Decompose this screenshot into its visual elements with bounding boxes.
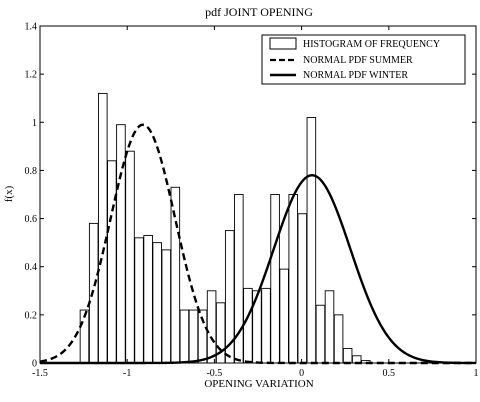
y-tick-label: 0.2 — [25, 310, 38, 321]
y-tick-label: 0.8 — [25, 166, 38, 177]
histogram-bar — [188, 309, 199, 364]
y-tick-label: 1.4 — [25, 22, 38, 33]
histogram-bar — [270, 194, 280, 364]
y-tick-label: 0 — [32, 359, 37, 370]
y-tick-label: 1 — [32, 118, 37, 129]
legend-label-winter: NORMAL PDF WINTER — [303, 70, 408, 81]
histogram-bar — [206, 290, 217, 364]
x-tick-label: -1.5 — [32, 368, 48, 379]
x-axis-label: OPENING VARIATION — [204, 378, 313, 390]
histogram-bar — [342, 348, 353, 364]
histogram-bar — [179, 309, 190, 364]
x-axis-ticks: -1.5 -1 -0.5 0 0.5 1 — [32, 26, 479, 379]
histogram-bar — [170, 186, 181, 364]
histogram-bar — [288, 194, 298, 364]
y-tick-label: 0.4 — [25, 262, 38, 273]
y-tick-label: 1.2 — [25, 70, 38, 81]
histogram-bar — [98, 92, 108, 364]
x-tick-label: 0 — [299, 368, 304, 379]
x-tick-label: -1 — [123, 368, 131, 379]
histogram-bar — [324, 290, 335, 364]
histogram-bar — [134, 237, 144, 364]
y-axis-ticks: 0 0.2 0.4 0.6 0.8 1 1.2 1.4 — [25, 22, 476, 370]
histogram-bar — [297, 213, 308, 364]
histogram-bar — [143, 234, 153, 364]
histogram-bar — [279, 268, 289, 364]
histogram-bar — [79, 309, 90, 364]
x-tick-label: 1 — [474, 368, 479, 379]
histogram-bar — [107, 160, 117, 364]
legend-label-histogram: HISTOGRAM OF FREQUENCY — [303, 39, 440, 50]
histogram-bar — [152, 242, 162, 364]
histogram-bar — [243, 287, 253, 364]
chart-title: pdf JOINT OPENING — [205, 5, 313, 19]
x-tick-label: -0.5 — [206, 368, 222, 379]
histogram-bar — [333, 314, 344, 364]
histogram-bar — [315, 304, 326, 364]
histogram-bar — [88, 222, 99, 364]
y-axis-label: f(x) — [3, 185, 15, 202]
x-tick-label: 0.5 — [383, 368, 396, 379]
legend-swatch-histogram — [269, 37, 297, 50]
legend: HISTOGRAM OF FREQUENCY NORMAL PDF SUMMER… — [261, 34, 466, 85]
legend-label-summer: NORMAL PDF SUMMER — [303, 55, 413, 66]
histogram-bar — [125, 150, 135, 364]
histogram-bar — [116, 124, 126, 364]
plot-frame — [39, 25, 477, 364]
histogram-bar — [161, 249, 172, 364]
histogram-bar — [261, 287, 271, 364]
histogram-bar — [306, 117, 317, 364]
y-tick-label: 0.6 — [25, 214, 38, 225]
